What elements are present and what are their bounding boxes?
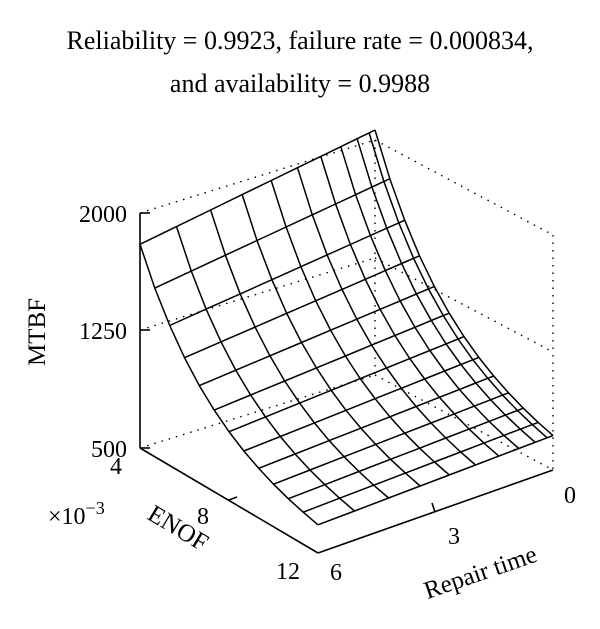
- x-axis-label: Repair time: [421, 541, 541, 605]
- y-axis-multiplier: ×10−3: [48, 498, 105, 530]
- chart-title-line-2: and availability = 0.9988: [170, 69, 430, 98]
- z-axis-label: MTBF: [24, 298, 51, 366]
- box-dotted-lines: [139, 139, 554, 471]
- surface-line-repair-time-4: [270, 180, 450, 476]
- surface-line-enof-9: [273, 392, 509, 485]
- surface-line-repair-time-0: [139, 244, 319, 526]
- chart-title-line-1: Reliability = 0.9923, failure rate = 0.0…: [67, 26, 534, 55]
- surface-line-enof-5: [213, 312, 450, 411]
- y-tick-label-12: 12: [276, 559, 300, 585]
- y-tick-label-4: 4: [110, 454, 122, 480]
- surface-line-enof-3: [184, 255, 420, 359]
- x-tick-mark-3: [431, 502, 436, 513]
- surface-line-repair-time-7: [340, 146, 520, 450]
- surface-line-repair-time-9: [368, 132, 548, 439]
- surface-line-enof-12: [317, 434, 554, 526]
- surface-line-enof-8: [258, 375, 494, 469]
- z-tick-label-1250: 1250: [79, 319, 127, 345]
- surface-line-enof-1: [154, 178, 391, 289]
- x-tick-label-0: 0: [564, 483, 576, 509]
- x-tick-label-3: 3: [448, 524, 460, 550]
- surface-line-enof-0: [139, 129, 376, 245]
- y-tick-mark-8: [228, 496, 238, 501]
- surface-line-enof-11: [302, 421, 539, 513]
- box-grid-mid-back: [139, 257, 376, 331]
- y-axis-line: [139, 447, 319, 554]
- surface-line-repair-time-2: [209, 209, 390, 499]
- surface-line-enof-10: [288, 407, 524, 500]
- y-axis-multiplier-base: ×10: [48, 504, 86, 530]
- surface-mesh: [139, 129, 554, 526]
- z-tick-label-2000: 2000: [79, 202, 127, 228]
- z-tick-label-500: 500: [91, 437, 127, 463]
- surface-line-repair-time-1: [175, 226, 355, 512]
- surface-line-enof-7: [243, 356, 480, 452]
- surface-line-enof-6: [228, 335, 465, 433]
- surface-line-repair-time-8: [356, 138, 536, 443]
- y-tick-label-8: 8: [197, 504, 209, 530]
- axes: [139, 212, 554, 554]
- y-axis-multiplier-exponent: −3: [86, 498, 105, 518]
- surface-line-enof-4: [199, 285, 435, 387]
- x-tick-label-6: 6: [330, 560, 342, 586]
- surface-line-enof-2: [169, 219, 406, 327]
